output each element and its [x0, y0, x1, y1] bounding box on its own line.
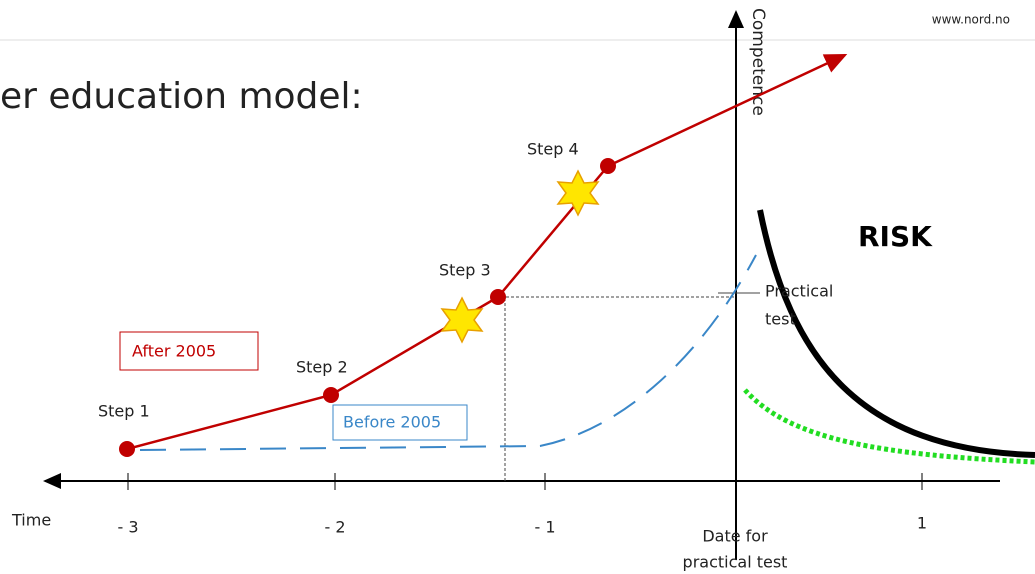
step-dots [119, 158, 616, 457]
step-label: Step 1 [98, 402, 150, 421]
step-label: Step 2 [296, 358, 348, 377]
risk-curve-new [743, 388, 1035, 465]
legend-after: After 2005 [132, 342, 216, 361]
header-url: www.nord.no [932, 13, 1010, 27]
x-tick-label: - 3 [117, 518, 138, 537]
legend-after-box [119, 331, 259, 371]
legend-before: Before 2005 [343, 413, 441, 432]
x-tick-label: - 1 [534, 518, 555, 537]
x-tick-label: 1 [917, 514, 927, 533]
x-ticks [127, 473, 923, 490]
risk-curve [757, 209, 1035, 458]
legend-before-box [332, 404, 468, 441]
practical-label: Practical [765, 282, 833, 301]
stars [440, 169, 600, 344]
x-tick-label: - 2 [324, 518, 345, 537]
title: er education model: [0, 76, 363, 117]
risk-label: RISK [858, 220, 933, 253]
origin-label: Date for [702, 527, 768, 546]
x-axis-label: Time [11, 511, 51, 530]
origin-label: practical test [683, 553, 788, 572]
before-curve [139, 254, 757, 451]
practical-label: test [765, 310, 796, 329]
guide-line [504, 296, 735, 481]
step-label: Step 3 [439, 261, 491, 280]
y-axis-label: Competence [748, 8, 768, 116]
step-label: Step 4 [527, 140, 579, 159]
